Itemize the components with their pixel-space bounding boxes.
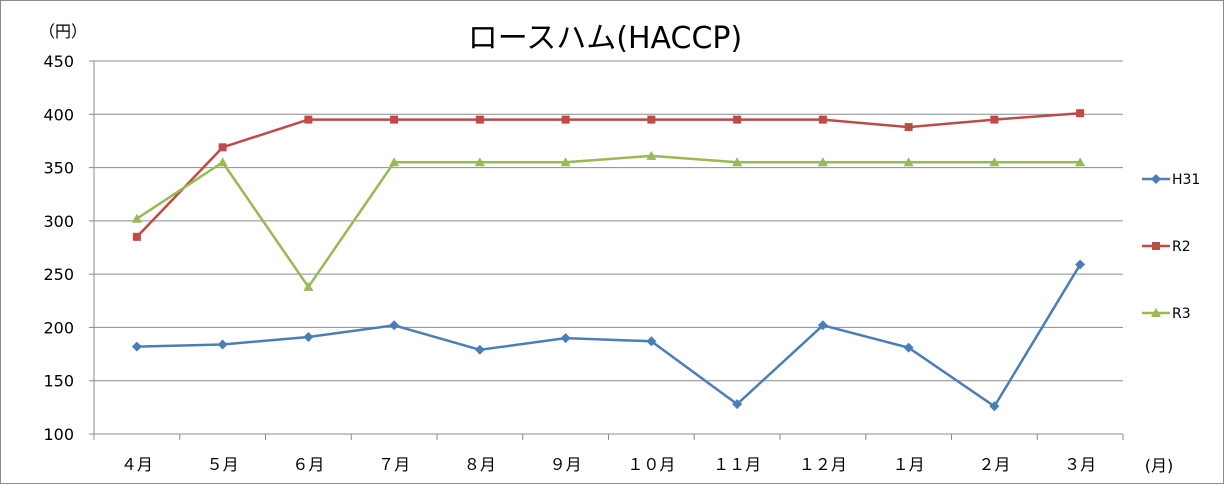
series-h31-point <box>560 333 571 344</box>
x-tick-label: ３月 <box>1064 455 1096 474</box>
legend-swatch-marker <box>1151 308 1161 317</box>
series-r2 <box>132 109 1085 241</box>
legend-item-r2: R2 <box>1142 239 1191 255</box>
series-h31-point <box>474 344 485 355</box>
series-h31-point <box>989 401 1000 412</box>
legend-swatch-marker <box>1152 242 1160 250</box>
series-r2-point <box>990 115 999 124</box>
series-r3-point <box>474 157 485 167</box>
series-h31-point <box>131 341 142 352</box>
y-tick-label: 400 <box>43 105 74 124</box>
x-tick-label: ７月 <box>378 455 410 474</box>
series-r2-point <box>390 115 399 124</box>
legend-label: H31 <box>1172 172 1200 188</box>
gridlines <box>94 60 1123 435</box>
series-r2-point <box>1076 109 1085 118</box>
series-r2-point <box>818 115 827 124</box>
legend-label: R2 <box>1172 239 1191 255</box>
x-tick-label: ５月 <box>207 455 239 474</box>
y-axis-unit-label: （円） <box>39 22 87 41</box>
series-h31 <box>131 259 1086 412</box>
series-r3-point <box>131 213 142 223</box>
series-r2-point <box>475 115 484 124</box>
y-tick-label: 150 <box>43 372 74 391</box>
series-r3-point <box>303 281 314 291</box>
series-r3-point <box>732 157 743 167</box>
legend-swatch-marker <box>1151 174 1161 184</box>
series-r3-line <box>136 154 1081 289</box>
y-tick-label: 350 <box>43 159 74 178</box>
series-r3-point <box>903 157 914 167</box>
series-r3-point <box>989 157 1000 167</box>
x-tick-label: １月 <box>893 455 925 474</box>
series-h31-point <box>389 320 400 331</box>
series-r2-point <box>561 115 570 124</box>
x-tick-label: ２月 <box>978 455 1010 474</box>
series-h31-point <box>217 339 228 350</box>
y-tick-label: 300 <box>43 212 74 231</box>
y-tick-label: 250 <box>43 265 74 284</box>
series-h31-point <box>646 336 657 347</box>
series-r2-point <box>647 115 656 124</box>
series-r2-point <box>904 123 913 132</box>
series-r3 <box>131 150 1086 291</box>
series-r2-point <box>132 232 141 241</box>
series-r2-line <box>135 111 1081 238</box>
series-h31-point <box>817 320 828 331</box>
axes: 100 150 200 250 300 350 400 450 ４月 ５月 ６月 ７月 ８月 ９月 １０月 １… <box>43 52 1124 474</box>
legend: H31 R2 R3 <box>1142 172 1200 322</box>
y-tick-label: 200 <box>43 318 74 337</box>
x-axis-unit-label: (月) <box>1145 456 1174 475</box>
legend-label: R3 <box>1172 306 1191 322</box>
series-r3-point <box>389 157 400 167</box>
y-tick-label: 450 <box>43 52 74 71</box>
series-h31-point <box>903 342 914 353</box>
series-r3-point <box>646 150 657 160</box>
x-tick-label: １０月 <box>627 455 675 474</box>
x-tick-label: ９月 <box>550 455 582 474</box>
series-r3-point <box>217 157 228 167</box>
legend-item-h31: H31 <box>1142 172 1200 188</box>
series-r3-point <box>817 157 828 167</box>
legend-item-r3: R3 <box>1142 306 1191 322</box>
series-h31-point <box>303 332 314 343</box>
series-r2-point <box>218 143 227 152</box>
y-tick-label: 100 <box>43 425 74 444</box>
series-r2-point <box>733 115 742 124</box>
x-tick-label: １１月 <box>713 455 761 474</box>
series-r3-point <box>1075 157 1086 167</box>
series-h31-point <box>1075 259 1086 270</box>
series-r2-point <box>304 115 313 124</box>
x-tick-label: ６月 <box>292 455 324 474</box>
series-h31-point <box>732 399 743 410</box>
chart-title: ロースハム(HACCP) <box>468 21 742 56</box>
x-tick-label: ４月 <box>121 455 153 474</box>
x-tick-label: ８月 <box>464 455 496 474</box>
series-lines <box>131 109 1086 412</box>
series-r3-point <box>560 157 571 167</box>
series-h31-line <box>136 263 1082 408</box>
x-tick-label: １２月 <box>799 455 847 474</box>
